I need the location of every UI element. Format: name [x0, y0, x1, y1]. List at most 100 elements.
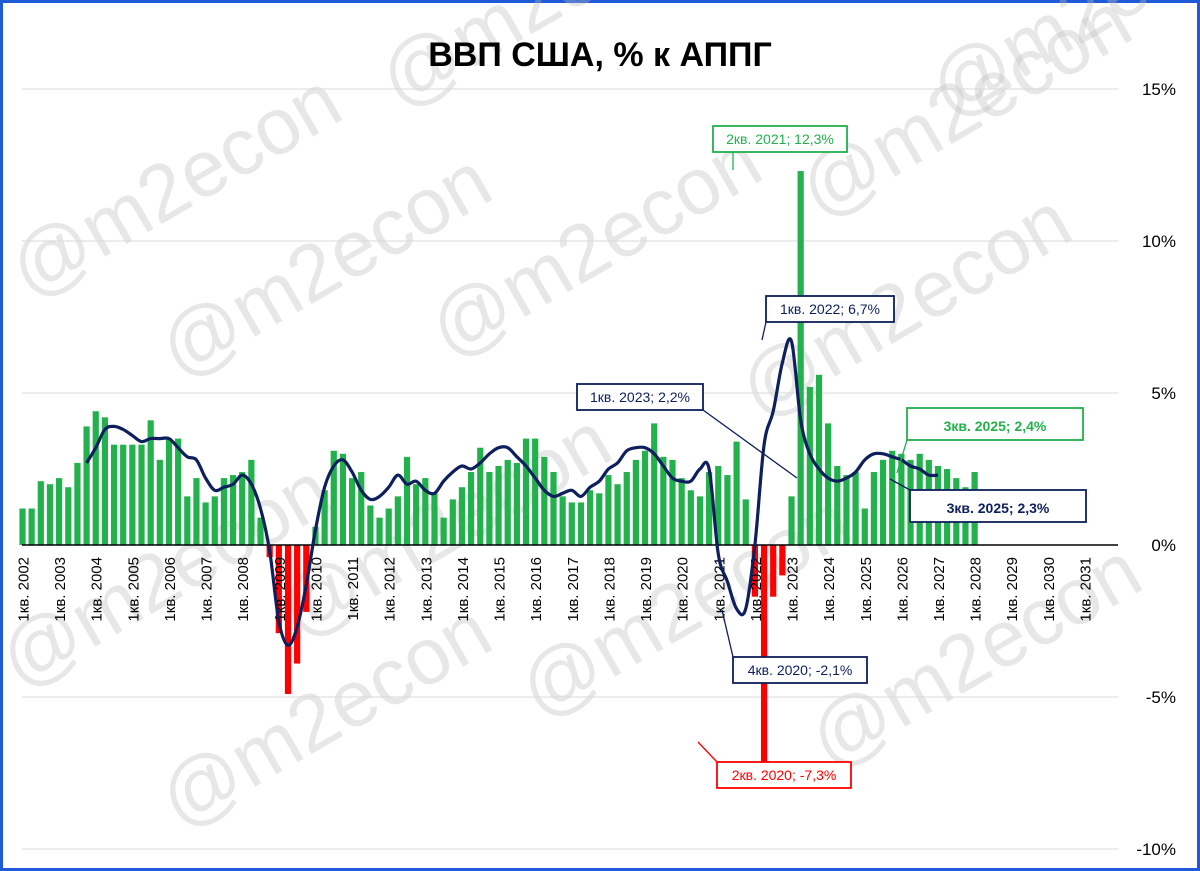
bars: [19, 171, 978, 767]
x-tick-label: 1кв. 2020: [675, 557, 692, 622]
bar: [83, 426, 90, 545]
x-tick-label: 1кв. 2010: [308, 557, 325, 622]
x-tick-label: 1кв. 2017: [565, 557, 582, 622]
bar: [413, 484, 420, 545]
bar: [742, 499, 749, 545]
y-tick-label: -5%: [1146, 688, 1176, 707]
bar: [687, 490, 694, 545]
bar: [239, 472, 246, 545]
bar: [440, 517, 447, 545]
annotation-label: 3кв. 2025; 2,4%: [944, 418, 1047, 434]
bar: [715, 465, 722, 545]
bar: [550, 472, 557, 545]
bar: [175, 438, 182, 545]
annotation-callout: 2кв. 2021; 12,3%: [712, 125, 848, 170]
bar: [394, 496, 401, 545]
bar: [678, 478, 685, 545]
bar: [651, 423, 658, 545]
bar: [275, 545, 282, 634]
bar: [403, 456, 411, 545]
bar: [568, 502, 575, 545]
bar: [467, 472, 475, 545]
annotation-label: 1кв. 2022; 6,7%: [780, 301, 880, 317]
bar: [623, 472, 630, 545]
bar: [614, 484, 621, 545]
bar: [486, 472, 493, 545]
bar: [120, 444, 127, 545]
bar: [19, 508, 26, 545]
bar: [641, 450, 649, 545]
annotation-leader: [761, 321, 767, 341]
bar: [202, 502, 209, 545]
bar: [220, 478, 228, 545]
bar: [248, 459, 255, 545]
bar: [138, 444, 145, 545]
x-tick-label: 1кв. 2003: [52, 557, 69, 622]
chart-title: ВВП США, % к АППГ: [428, 36, 772, 74]
annotation-box: [712, 125, 848, 153]
bar: [211, 496, 218, 545]
bar: [898, 453, 905, 545]
y-tick-label: 15%: [1142, 80, 1176, 99]
bar: [385, 508, 392, 545]
x-tick-labels: 1кв. 2002 1кв. 2003 1кв. 2004 1кв. 2005 1кв.…: [16, 557, 1095, 622]
bar: [28, 508, 35, 545]
annotation-leader: [702, 409, 798, 479]
annotation-callout: 3кв. 2025; 2,3%: [889, 478, 1087, 523]
bar: [815, 374, 823, 545]
bar: [294, 545, 301, 664]
bar: [788, 496, 795, 545]
bar: [46, 484, 54, 545]
bar: [56, 478, 63, 545]
bar: [110, 444, 118, 545]
bar: [165, 438, 173, 545]
bar: [458, 487, 466, 545]
bar: [193, 478, 200, 545]
bar: [257, 517, 264, 545]
bar: [504, 459, 511, 545]
bar: [596, 493, 603, 545]
annotation-callout: 3кв. 2025; 2,4%: [896, 407, 1084, 474]
x-tick-label: 1кв. 2008: [235, 557, 252, 622]
bar: [431, 493, 438, 545]
annotation-label: 2кв. 2021; 12,3%: [726, 131, 834, 147]
bar: [376, 517, 383, 545]
bar: [367, 505, 374, 545]
bar: [184, 496, 191, 545]
bar: [477, 447, 484, 545]
bar: [422, 478, 429, 545]
x-tick-label: 1кв. 2005: [125, 557, 142, 622]
annotation-leader: [721, 609, 734, 658]
x-tick-label: 1кв. 2002: [16, 557, 33, 622]
bar: [879, 459, 887, 545]
x-tick-label: 1кв. 2029: [1004, 557, 1021, 622]
bar: [229, 475, 237, 545]
bar: [513, 462, 520, 545]
annotation-callout: 1кв. 2022; 6,7%: [761, 295, 895, 341]
bar: [751, 545, 758, 597]
bar: [522, 438, 530, 545]
x-tick-label: 1кв. 2026: [894, 557, 911, 622]
bar: [825, 423, 832, 545]
y-tick-label: 0%: [1151, 536, 1176, 555]
annotation-box: [732, 656, 868, 684]
bar: [733, 441, 740, 545]
bar: [797, 171, 804, 545]
annotation-box: [909, 489, 1087, 523]
annotation-callout: 1кв. 2023; 2,2%: [576, 383, 798, 479]
bar: [92, 411, 99, 545]
annotation-box: [716, 761, 852, 789]
x-tick-label: 1кв. 2011: [345, 557, 362, 620]
bar: [889, 450, 896, 545]
bar: [870, 472, 878, 545]
bar: [129, 444, 136, 545]
bar: [760, 545, 768, 767]
x-tick-label: 1кв. 2015: [492, 557, 509, 622]
annotations: 2кв. 2021; 12,3% 1кв. 2022; 6,7% 1кв. 2023…: [576, 125, 1087, 789]
x-tick-label: 1кв. 2014: [455, 557, 472, 622]
x-tick-label: 1кв. 2030: [1041, 557, 1058, 622]
bar: [861, 508, 868, 545]
bar: [339, 453, 347, 545]
bar: [806, 386, 813, 545]
